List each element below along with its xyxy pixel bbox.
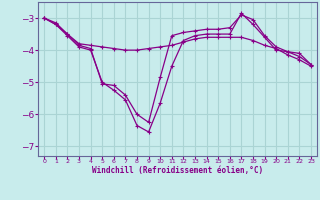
X-axis label: Windchill (Refroidissement éolien,°C): Windchill (Refroidissement éolien,°C) (92, 166, 263, 175)
